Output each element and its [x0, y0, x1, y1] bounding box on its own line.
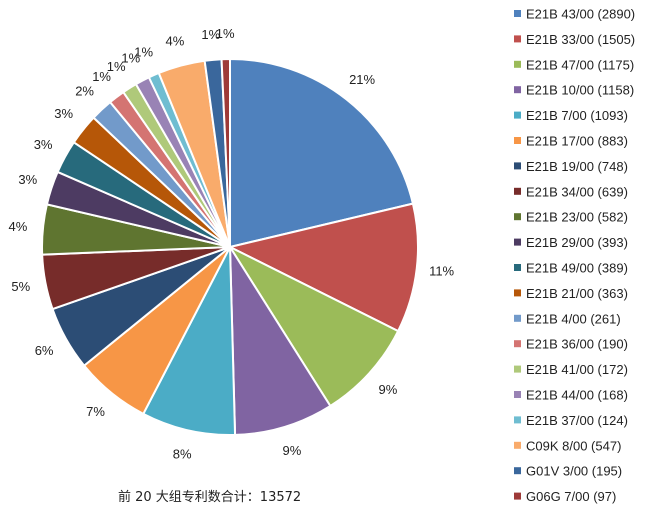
legend-label: C09K 8/00 (547)	[526, 438, 621, 453]
legend-swatch	[514, 467, 521, 475]
legend-swatch	[514, 111, 521, 119]
pie-slices	[41, 57, 420, 436]
legend-item: E21B 43/00 (2890)	[514, 7, 635, 22]
legend-label: E21B 19/00 (748)	[526, 159, 628, 174]
legend-swatch	[514, 187, 521, 195]
slice-percent-label: 1%	[134, 44, 153, 59]
legend-label: E21B 43/00 (2890)	[526, 7, 635, 22]
legend-label: E21B 17/00 (883)	[526, 134, 628, 149]
legend-label: E21B 33/00 (1505)	[526, 32, 635, 47]
legend-item: E21B 34/00 (639)	[514, 184, 628, 199]
legend-item: E21B 44/00 (168)	[514, 388, 628, 403]
legend-swatch	[514, 10, 521, 17]
slice-percent-label: 2%	[75, 83, 94, 98]
legend-item: E21B 19/00 (748)	[514, 159, 628, 174]
pie-slice	[228, 243, 332, 436]
legend-swatch	[514, 238, 521, 246]
legend-swatch	[514, 340, 521, 348]
slice-percent-label: 7%	[86, 404, 105, 419]
legend-label: E21B 47/00 (1175)	[526, 57, 634, 72]
slice-percent-label: 3%	[34, 137, 53, 152]
legend-swatch	[514, 86, 521, 94]
legend-item: E21B 29/00 (393)	[514, 235, 628, 250]
slice-percent-label: 1%	[92, 69, 111, 84]
legend-swatch	[514, 289, 521, 297]
legend-label: G06G 7/00 (97)	[526, 489, 616, 504]
slice-percent-label: 9%	[379, 382, 398, 397]
legend-swatch	[514, 391, 521, 398]
legend-label: E21B 34/00 (639)	[526, 184, 628, 199]
slice-percent-label: 3%	[18, 172, 37, 187]
legend-item: E21B 23/00 (582)	[514, 210, 628, 225]
legend-item: E21B 17/00 (883)	[514, 134, 628, 149]
pie-slice	[220, 57, 231, 248]
legend-swatch	[514, 213, 521, 221]
legend-swatch	[514, 162, 521, 170]
legend-item: E21B 21/00 (363)	[514, 286, 628, 301]
legend-item: E21B 49/00 (389)	[514, 261, 628, 276]
pie-slice	[141, 243, 237, 436]
legend-item: G01V 3/00 (195)	[514, 464, 622, 479]
legend-swatch	[514, 365, 521, 373]
slice-percent-label: 1%	[201, 27, 220, 42]
slice-percent-label: 4%	[166, 33, 185, 48]
legend-item: E21B 47/00 (1175)	[514, 57, 634, 72]
legend-item: E21B 7/00 (1093)	[514, 108, 628, 123]
legend-label: E21B 36/00 (190)	[526, 337, 628, 352]
legend-label: E21B 44/00 (168)	[526, 388, 628, 403]
legend-label: E21B 23/00 (582)	[526, 210, 628, 225]
legend-label: E21B 41/00 (172)	[526, 362, 628, 377]
legend-swatch	[514, 264, 521, 271]
slice-percent-label: 1%	[121, 51, 140, 66]
chart-footer-total: 前 20 大组专利数合计：13572	[118, 490, 302, 505]
legend-item: E21B 37/00 (124)	[514, 413, 628, 428]
slice-percent-label: 11%	[429, 264, 454, 279]
legend-label: E21B 49/00 (389)	[526, 261, 628, 276]
legend-swatch	[514, 416, 521, 424]
legend-label: E21B 29/00 (393)	[526, 235, 628, 250]
legend-item: E21B 10/00 (1158)	[514, 83, 634, 98]
legend-item: E21B 36/00 (190)	[514, 337, 628, 352]
legend-swatch	[514, 492, 521, 500]
legend-label: E21B 4/00 (261)	[526, 311, 621, 326]
legend-swatch	[514, 441, 521, 449]
slice-percent-label: 1%	[216, 26, 235, 41]
slice-percent-label: 3%	[54, 106, 73, 121]
legend-item: E21B 33/00 (1505)	[514, 32, 635, 47]
legend-label: E21B 21/00 (363)	[526, 286, 628, 301]
pie-slice	[227, 244, 400, 408]
pie-slice	[229, 57, 415, 249]
slice-percent-label: 5%	[11, 279, 30, 294]
legend-item: G06G 7/00 (97)	[514, 489, 616, 504]
legend-label: E21B 7/00 (1093)	[526, 108, 628, 123]
percent-labels: 21%11%9%9%8%7%6%5%4%3%3%3%2%1%1%1%1%4% 1%…	[9, 26, 455, 462]
legend-label: G01V 3/00 (195)	[526, 464, 622, 479]
slice-percent-label: 21%	[349, 72, 375, 87]
slice-percent-label: 4%	[9, 219, 28, 234]
legend-label: E21B 10/00 (1158)	[526, 83, 634, 98]
legend-swatch	[514, 314, 521, 322]
slice-percent-label: 1%	[107, 59, 126, 74]
slice-percent-label: 6%	[35, 343, 54, 358]
legend: E21B 43/00 (2890) E21B 33/00 (1505) E21B 4…	[514, 7, 635, 504]
legend-swatch	[514, 60, 521, 68]
legend-label: E21B 37/00 (124)	[526, 413, 628, 428]
legend-swatch	[514, 35, 521, 43]
legend-item: E21B 4/00 (261)	[514, 311, 621, 326]
legend-item: E21B 41/00 (172)	[514, 362, 628, 377]
slice-percent-label: 9%	[283, 443, 302, 458]
legend-swatch	[514, 137, 521, 144]
legend-item: C09K 8/00 (547)	[514, 438, 621, 453]
slice-percent-label: 8%	[173, 447, 192, 462]
pie-slice	[227, 202, 420, 333]
